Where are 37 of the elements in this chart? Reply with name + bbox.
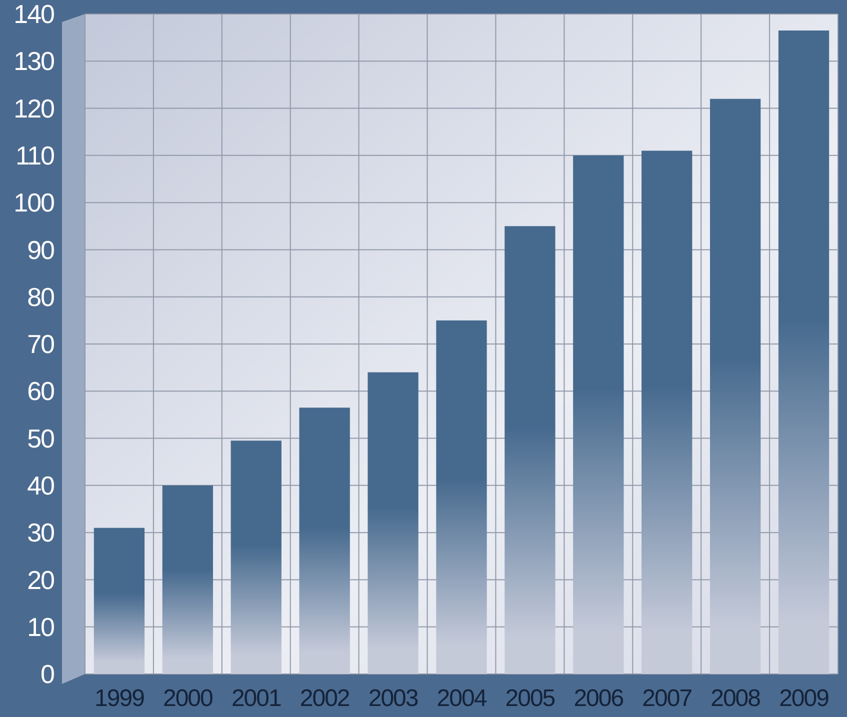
y-tick-label: 80: [27, 282, 55, 312]
bar: [778, 30, 830, 674]
x-tick-label: 2006: [574, 685, 624, 712]
bar: [368, 372, 418, 674]
y-tick-label: 0: [40, 659, 55, 690]
bar: [94, 528, 145, 674]
y-tick-label: 50: [27, 423, 55, 454]
x-tick-label: 2009: [779, 685, 830, 712]
x-tick-label: 2001: [231, 685, 282, 712]
y-tick-label: 10: [27, 612, 55, 642]
bar: [299, 408, 350, 674]
bar: [230, 440, 282, 674]
y-tick-label: 20: [27, 564, 55, 595]
y-tick-label: 100: [14, 188, 55, 218]
y-tick-label: 120: [14, 93, 55, 124]
bar: [710, 98, 761, 674]
y-tick-label: 130: [14, 46, 55, 76]
x-tick-label: 2000: [162, 685, 214, 712]
x-tick-label: 1999: [94, 685, 145, 712]
y-tick-label: 70: [27, 329, 55, 360]
y-tick-label: 60: [27, 376, 55, 406]
y-tick-label: 140: [14, 0, 55, 30]
bar: [573, 155, 624, 674]
bar: [436, 320, 487, 674]
x-tick-label: 2003: [368, 685, 418, 712]
x-tick-label: 2008: [710, 685, 761, 712]
y-tick-label: 30: [27, 518, 55, 548]
bar: [642, 150, 692, 674]
y-tick-label: 110: [16, 140, 55, 171]
x-tick-label: 2005: [505, 685, 556, 712]
x-tick-label: 2007: [642, 685, 692, 712]
x-tick-label: 2002: [300, 685, 350, 712]
y-tick-label: 40: [27, 470, 55, 501]
y-tick-label: 90: [27, 234, 55, 265]
x-tick-label: 2004: [436, 685, 487, 712]
bar: [162, 485, 214, 674]
bar: [504, 226, 556, 674]
